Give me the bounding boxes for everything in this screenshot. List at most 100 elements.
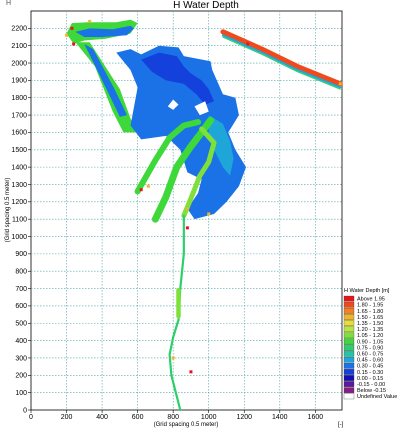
lake-mid [208,115,234,176]
legend-swatch [343,362,355,369]
channel-deep [84,43,127,117]
legend-label: 1.65 - 1.80 [357,309,383,315]
x-tick-label: 1400 [272,414,288,421]
depth-field [65,19,343,412]
y-tick-label: 200 [15,373,27,380]
legend-label: 0.30 - 0.45 [357,364,383,370]
legend-swatch [343,332,355,339]
x-tick-label: 0 [29,414,33,421]
legend-swatch [343,369,355,375]
fringe-cell [139,188,143,192]
corner-label: H [6,0,12,7]
south-channel [168,214,185,412]
island [167,99,179,110]
y-tick-label: 800 [15,269,27,276]
fringe-cell [189,370,193,374]
legend: H Water Depth [m] Above 1.951.80 - 1.951… [343,288,397,400]
y-tick-label: 1500 [11,147,27,154]
y-tick-label: 1300 [11,182,27,189]
deep-channel [75,25,135,38]
legend-label: 0.60 - 0.75 [357,352,383,358]
legend-swatch [343,381,355,387]
legend-label: 0.45 - 0.60 [357,358,383,364]
y-tick-label: 2200 [11,26,27,33]
x-tick-label: 1000 [201,414,217,421]
legend-label: 1.05 - 1.20 [357,333,383,339]
axis-ticks: 0 200 400 600 800 1000 1200 1400 1600 0 100 200 300 4… [11,26,323,421]
fringe-cell [65,33,69,37]
x-tick-label: 400 [96,414,108,421]
legend-label: 1.35 - 1.50 [357,321,383,327]
x-tick-label: 200 [61,414,73,421]
y-tick-label: 300 [15,355,27,362]
y-tick-label: 1000 [11,234,27,241]
y-tick-label: 1100 [12,216,27,223]
y-tick-label: 2000 [11,60,27,67]
fringe-cell [88,19,92,23]
legend-label: -0.15 - 0.00 [357,382,385,388]
legend-swatch [343,393,355,400]
y-tick-label: 400 [15,338,27,345]
legend-swatch [343,344,355,351]
legend-swatch [343,338,355,345]
y-axis-label: (Grid spacing 0.5 meter) [5,178,11,243]
x-tick-label: 1600 [308,414,324,421]
y-tick-label: 600 [15,303,27,310]
legend-title: H Water Depth [m] [344,288,390,294]
fringe-cell [185,226,189,230]
y-tick-label: 1200 [11,199,27,206]
fringe-cell [207,212,211,216]
fringe-cell [338,82,342,86]
y-tick-label: 1900 [11,78,27,85]
x-tick-label: 600 [132,414,144,421]
fringe-cell [185,207,189,211]
legend-label: 1.20 - 1.35 [357,327,383,333]
y-tick-label: 900 [15,251,27,258]
fringe-cell [246,42,250,46]
chart-title: H Water Depth [173,0,239,11]
right-bank-inner [222,36,341,90]
lake-deep [141,52,215,105]
legend-swatch [343,326,355,333]
legend-swatch [343,320,355,326]
fringe-cell [72,42,76,46]
fringe-cell [146,184,150,188]
y-tick-label: 500 [15,321,27,328]
y-tick-label: 1800 [11,95,27,102]
loop-arm [134,119,202,195]
legend-swatch [343,295,355,302]
y-tick-label: 700 [15,286,27,293]
y-tick-label: 0 [23,407,27,414]
legend-swatch [343,356,355,363]
legend-label: 1.80 - 1.95 [357,303,383,309]
legend-swatch [343,387,355,394]
x-axis-label: (Grid spacing 0.5 meter) [154,422,219,428]
x-unit-label: [-] [338,422,344,428]
legend-swatch [343,314,355,320]
y-tick-label: 2100 [11,43,27,50]
lake-body [116,45,247,220]
legend-label: 0.15 - 0.30 [357,370,383,376]
x-tick-label: 800 [167,414,179,421]
legend-label: 0.90 - 1.05 [357,339,383,345]
right-bank-outer [220,29,343,87]
legend-swatch [343,301,355,308]
legend-label: 0.00 - 0.15 [357,376,383,382]
y-tick-label: 1700 [11,112,27,119]
y-tick-label: 100 [15,390,27,397]
legend-label: 1.50 - 1.65 [357,315,383,321]
legend-label: 0.75 - 0.90 [357,345,383,351]
y-tick-label: 1400 [11,164,27,171]
x-tick-label: 1200 [236,414,252,421]
legend-swatch [343,375,355,381]
legend-label: Undefined Value [357,394,397,400]
island [194,101,209,116]
fringe-cell [70,26,74,30]
loop-east [181,126,217,219]
right-bank-channel [221,34,342,89]
y-tick-label: 1600 [11,130,27,137]
legend-label: Below -0.15 [357,388,386,394]
legend-swatch [343,350,355,357]
legend-swatch [343,308,355,314]
